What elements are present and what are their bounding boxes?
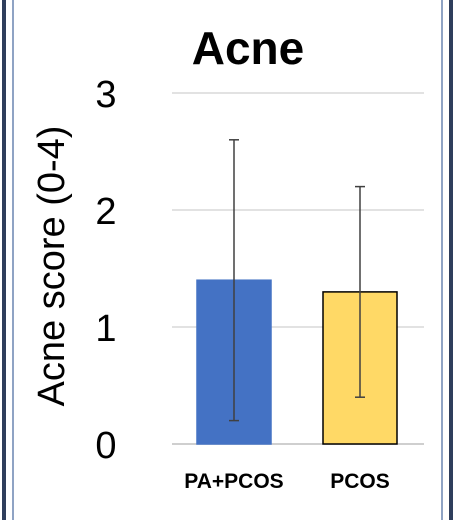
x-tick-label: PA+PCOS — [184, 470, 283, 493]
y-tick-label: 3 — [95, 74, 116, 116]
y-tick-labels: 0 1 2 3 — [95, 74, 116, 467]
y-tick-label: 2 — [95, 191, 116, 233]
panel-inner-border — [12, 0, 443, 520]
y-tick-label: 1 — [95, 308, 116, 350]
panel-outer-border — [2, 0, 453, 520]
x-tick-labels: PA+PCOS PCOS — [184, 470, 389, 493]
y-tick-label: 0 — [95, 425, 116, 467]
error-bars — [229, 139, 365, 422]
bars — [196, 279, 398, 445]
chart-title: Acne — [192, 22, 304, 74]
x-tick-label: PCOS — [330, 470, 390, 493]
y-axis-label: Acne score (0-4) — [31, 126, 73, 407]
